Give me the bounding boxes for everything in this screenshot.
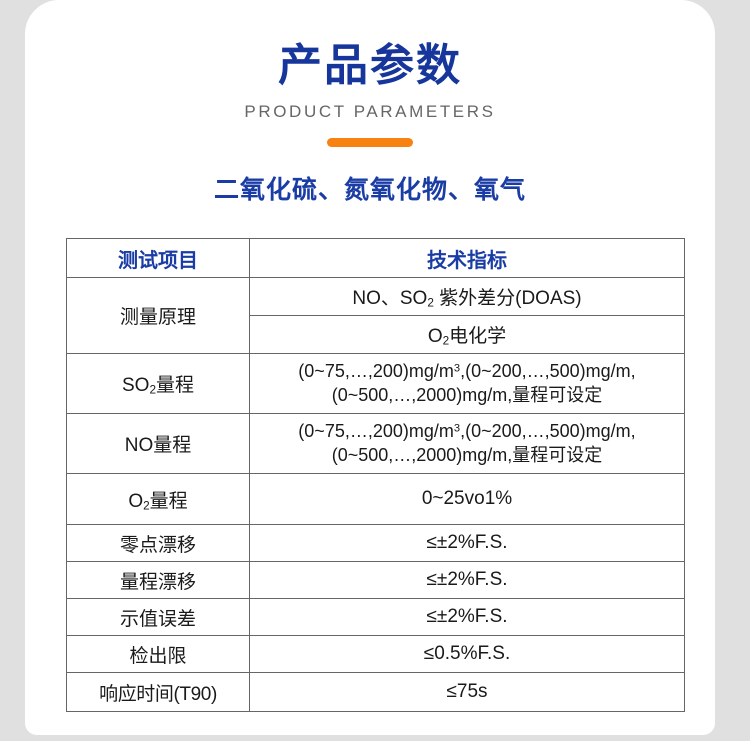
row-value-indication-error: ≤±2%F.S. bbox=[249, 598, 685, 636]
row-value-principle-electrochemical: O2电化学 bbox=[249, 315, 685, 354]
row-value-no-range: (0~75,…,200)mg/m3,(0~200,…,500)mg/m, (0~… bbox=[249, 413, 685, 474]
row-value-span-drift: ≤±2%F.S. bbox=[249, 561, 685, 599]
row-label-measurement-principle: 测量原理 bbox=[66, 277, 250, 354]
so2-range-line1: (0~75,…,200)mg/m3,(0~200,…,500)mg/m, bbox=[254, 360, 680, 383]
table-row: SO2量程 (0~75,…,200)mg/m3,(0~200,…,500)mg/… bbox=[66, 353, 685, 414]
row-value-detection-limit: ≤0.5%F.S. bbox=[249, 635, 685, 673]
specifications-table: 测试项目 技术指标 测量原理 NO、SO2 紫外差分(DOAS) O2电化学 bbox=[66, 238, 685, 712]
table-row: 检出限 ≤0.5%F.S. bbox=[66, 635, 685, 673]
o2-label-prefix: O bbox=[128, 490, 144, 512]
table-row: 量程漂移 ≤±2%F.S. bbox=[66, 561, 685, 599]
principle-doas-suffix: 紫外差分(DOAS) bbox=[433, 288, 582, 309]
so2-label-suffix: 量程 bbox=[155, 375, 194, 396]
so2-range-line1-a: (0~75,…,200)mg/m bbox=[298, 361, 454, 382]
principle-doas-prefix: NO、SO bbox=[352, 288, 428, 309]
accent-divider-bar bbox=[327, 137, 413, 147]
no-range-line1-b: ,(0~200,…,500)mg/m, bbox=[460, 421, 636, 442]
row-label-indication-error: 示值误差 bbox=[66, 598, 250, 636]
no-range-line1: (0~75,…,200)mg/m3,(0~200,…,500)mg/m, bbox=[254, 420, 680, 443]
principle-echem-suffix: 电化学 bbox=[449, 326, 507, 347]
row-label-response-time: 响应时间(T90) bbox=[66, 672, 250, 712]
table-row: NO量程 (0~75,…,200)mg/m3,(0~200,…,500)mg/m… bbox=[66, 413, 685, 474]
table-row: O2电化学 bbox=[67, 315, 685, 354]
page-header: 产品参数 PRODUCT PARAMETERS 二氧化硫、氮氧化物、氧气 bbox=[25, 0, 715, 206]
no-range-line2: (0~500,…,2000)mg/m,量程可设定 bbox=[331, 444, 603, 465]
table-row: O2量程 0~25vo1% bbox=[66, 473, 685, 525]
table-row: 零点漂移 ≤±2%F.S. bbox=[66, 524, 685, 562]
no-range-line1-a: (0~75,…,200)mg/m bbox=[298, 421, 454, 442]
so2-label-sub: 2 bbox=[149, 383, 156, 397]
so2-range-line1-sup: 3 bbox=[453, 362, 461, 375]
row-label-so2-range: SO2量程 bbox=[66, 353, 250, 414]
row-value-o2-range: 0~25vo1% bbox=[249, 473, 685, 525]
column-header-item: 测试项目 bbox=[66, 238, 250, 278]
row-label-span-drift: 量程漂移 bbox=[66, 561, 250, 599]
no-range-line1-sup: 3 bbox=[453, 422, 461, 435]
table-header-row: 测试项目 技术指标 bbox=[66, 238, 685, 278]
o2-label-suffix: 量程 bbox=[149, 490, 188, 512]
so2-label-prefix: SO bbox=[121, 375, 150, 396]
principle-echem-sub: 2 bbox=[442, 334, 450, 348]
row-value-zero-drift: ≤±2%F.S. bbox=[249, 524, 685, 562]
so2-range-line1-b: ,(0~200,…,500)mg/m, bbox=[460, 361, 636, 382]
table-row: 测量原理 NO、SO2 紫外差分(DOAS) bbox=[66, 277, 685, 354]
o2-label-sub: 2 bbox=[143, 499, 150, 513]
content-card: 产品参数 PRODUCT PARAMETERS 二氧化硫、氮氧化物、氧气 测试项… bbox=[25, 0, 715, 735]
table-row: 示值误差 ≤±2%F.S. bbox=[66, 598, 685, 636]
principle-echem-prefix: O bbox=[427, 326, 443, 347]
section-title: 二氧化硫、氮氧化物、氧气 bbox=[213, 175, 526, 204]
so2-range-line2: (0~500,…,2000)mg/m,量程可设定 bbox=[331, 384, 603, 405]
row-label-detection-limit: 检出限 bbox=[66, 635, 250, 673]
column-header-spec: 技术指标 bbox=[249, 238, 685, 278]
row-label-no-range: NO量程 bbox=[66, 413, 250, 474]
principle-doas-sub: 2 bbox=[427, 296, 434, 310]
row-label-zero-drift: 零点漂移 bbox=[66, 524, 250, 562]
row-value-principle-doas: NO、SO2 紫外差分(DOAS) bbox=[249, 277, 685, 316]
row-label-o2-range: O2量程 bbox=[66, 473, 250, 525]
row-value-so2-range: (0~75,…,200)mg/m3,(0~200,…,500)mg/m, (0~… bbox=[249, 353, 685, 414]
table-row: 响应时间(T90) ≤75s bbox=[66, 672, 685, 712]
page-subtitle: PRODUCT PARAMETERS bbox=[244, 101, 496, 121]
row-value-response-time: ≤75s bbox=[249, 672, 685, 712]
page-title: 产品参数 bbox=[278, 41, 462, 90]
